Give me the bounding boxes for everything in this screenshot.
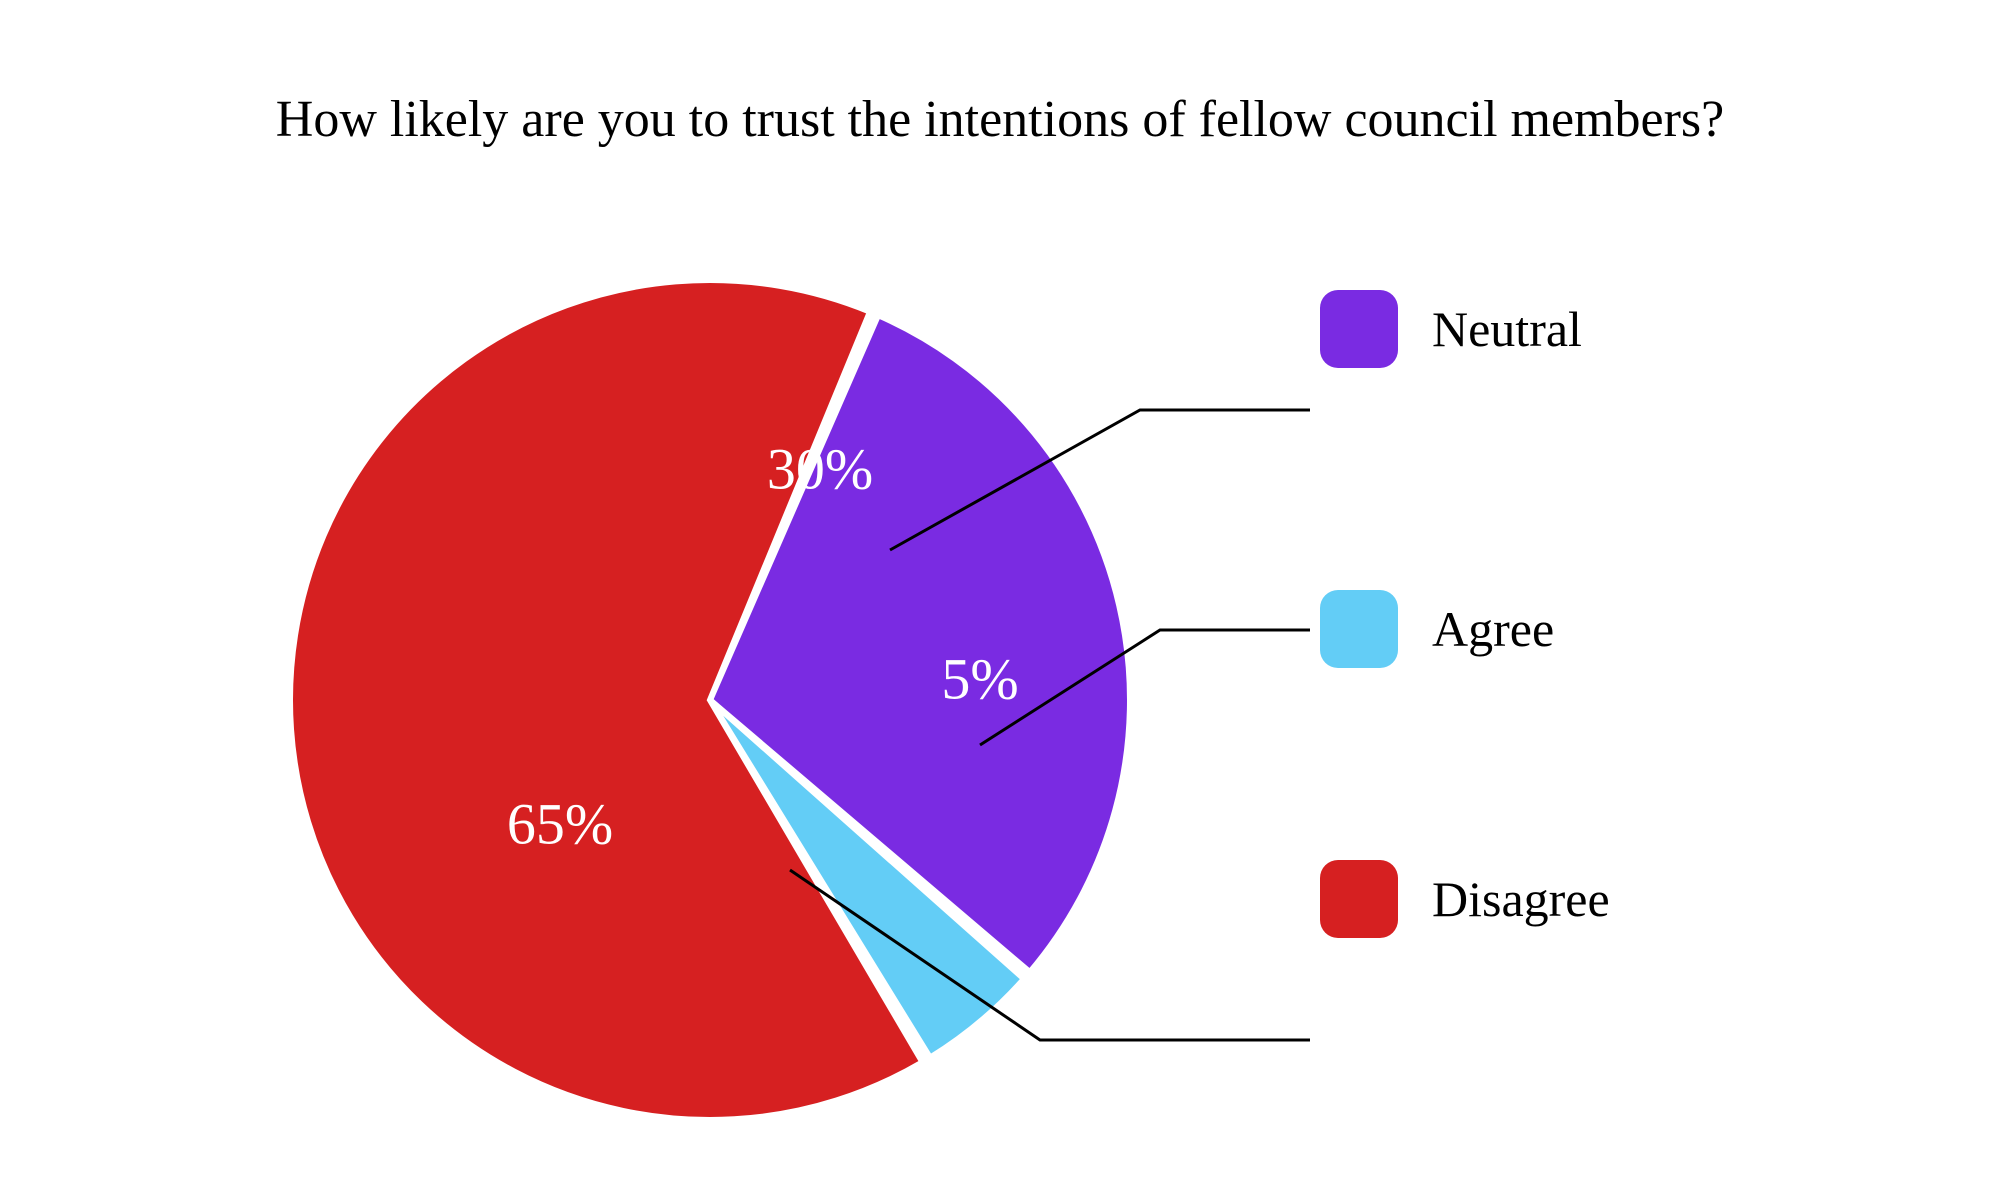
legend-swatch-agree [1320,590,1398,668]
legend-swatch-neutral [1320,290,1398,368]
legend-item-neutral: Neutral [1320,290,1582,368]
legend-label-disagree: Disagree [1432,870,1610,928]
pie-chart: 30% 5% 65% [260,250,1160,1150]
chart-container: How likely are you to trust the intentio… [0,0,2000,1200]
pct-label-agree: 5% [941,646,1018,711]
pct-label-disagree: 65% [507,791,613,856]
chart-title: How likely are you to trust the intentio… [0,90,2000,149]
legend-swatch-disagree [1320,860,1398,938]
legend-label-neutral: Neutral [1432,300,1582,358]
legend-label-agree: Agree [1432,600,1554,658]
pie-svg: 30% 5% 65% [260,250,1360,1150]
pct-label-neutral: 30% [767,436,873,501]
legend-item-agree: Agree [1320,590,1554,668]
legend-item-disagree: Disagree [1320,860,1610,938]
